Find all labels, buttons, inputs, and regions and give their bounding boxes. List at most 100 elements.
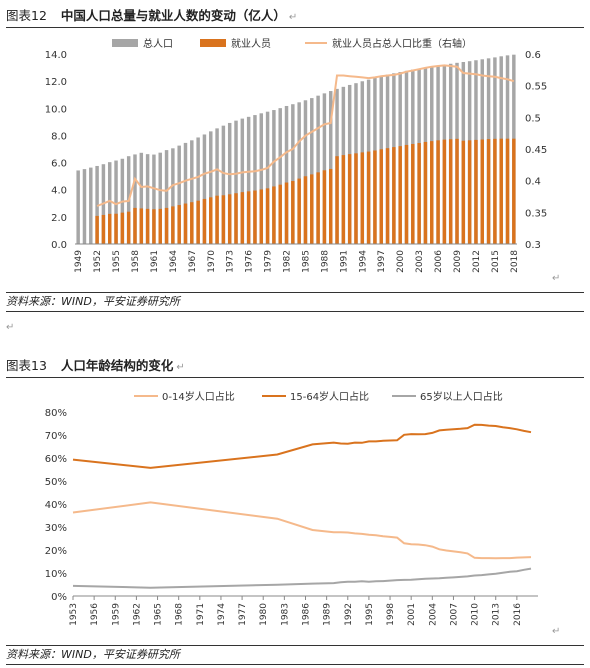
legend-label: 总人口 [143,37,173,50]
bar-employed [347,154,352,244]
bar-total-population [196,137,200,244]
y-tick-label: 60% [45,454,67,465]
y-right-tick-label: 0.55 [525,82,547,93]
bar-employed [202,198,207,244]
bar-employed [486,139,491,244]
bar-employed [253,190,257,244]
bar-employed [171,206,175,244]
x-tick-label: 2018 [510,250,520,273]
return-mark: ↵ [288,12,298,23]
x-tick-label: 1967 [188,250,198,273]
x-tick-label: 1962 [132,603,142,626]
bar-total-population [227,122,232,244]
bar-employed [291,181,295,244]
bar-employed [297,178,301,244]
bar-employed [442,139,447,244]
legend-swatch [112,39,138,47]
bar-total-population [133,154,137,244]
bar-employed [120,212,125,244]
bar-total-population [139,152,144,244]
x-tick-label: 1968 [175,603,185,626]
x-tick-label: 1992 [344,603,354,626]
chart2-source: 资料来源：WIND，平安证券研究所 [6,645,584,665]
bar-employed [379,149,383,244]
bar-employed [95,215,99,244]
chart2-canvas: 0% 10% 20% 30% 40% 50% 60% 70% 80% 1953 1956 1959 19… [45,390,538,626]
bar-employed [278,184,282,244]
bar-employed [448,139,453,244]
x-tick-label: 2006 [434,250,444,273]
bar-employed [164,207,169,244]
y-left-tick-label: 10.0 [45,104,67,115]
bar-employed [265,188,270,244]
bar-total-population [171,148,175,244]
x-tick-label: 1958 [131,250,141,273]
bar-total-population [164,150,169,244]
bar-total-population [246,116,251,244]
x-tick-label: 1961 [150,250,160,273]
bar-employed [461,140,466,244]
x-tick-label: 1971 [196,603,206,626]
chart1-source-text: 资料来源：WIND，平安证券研究所 [6,295,180,308]
y-tick-label: 0% [51,592,67,603]
x-tick-label: 1974 [217,603,227,626]
bar-employed [493,138,497,244]
y-left-tick-label: 14.0 [45,50,67,61]
bar-employed [303,176,308,244]
x-tick-label: 1998 [386,603,396,626]
bar-employed [322,170,327,244]
bar-employed [133,207,137,244]
bar-total-population [253,115,257,244]
y-right-tick-label: 0.45 [525,145,547,156]
bar-total-population [328,91,333,244]
bar-employed [234,193,238,244]
bar-employed [114,213,118,244]
x-tick-label: 1973 [226,250,236,273]
x-tick-label: 1955 [112,250,122,273]
bar-total-population [145,154,150,244]
bar-total-population [158,152,162,244]
bar-total-population [177,145,181,244]
bar-total-population [190,140,194,244]
bar-total-population [291,104,295,244]
x-tick-label: 1970 [207,250,217,273]
bar-employed [404,144,409,244]
bar-employed [101,214,106,244]
x-tick-label: 1989 [323,603,333,626]
y-left-tick-label: 4.0 [51,186,67,197]
x-tick-label: 1994 [358,250,368,273]
y-left-tick-label: 2.0 [51,213,67,224]
series-line [72,501,532,560]
bar-employed [417,143,421,244]
legend-label: 就业人员占总人口比重（右轴） [332,37,472,50]
bar-employed [398,146,402,244]
bar-total-population [303,100,308,245]
x-tick-label: 2016 [513,603,523,626]
bar-total-population [265,111,270,244]
bar-total-population [76,170,80,244]
legend-swatch [200,39,226,47]
x-tick-label: 1983 [280,603,290,626]
x-tick-label: 1988 [320,250,330,273]
y-tick-label: 80% [45,408,67,419]
bar-employed [227,194,232,244]
bar-employed [196,200,200,244]
bar-employed [272,186,276,244]
y-left-tick-label: 0.0 [51,240,67,251]
bar-employed [209,197,213,244]
x-tick-label: 1977 [238,603,248,626]
bar-employed [177,205,181,244]
x-tick-label: 1980 [259,603,269,626]
bar-total-population [152,154,156,244]
bar-employed [158,208,162,244]
chart2-figure-label: 图表13 [6,358,47,373]
bar-total-population [234,120,238,244]
series-line [72,423,532,469]
line-employment-ratio [96,64,515,207]
x-tick-label: 1976 [245,250,255,273]
bar-employed [360,152,365,244]
bar-total-population [221,125,226,244]
bar-employed [467,140,472,244]
bar-total-population [215,128,219,244]
bar-employed [152,209,156,244]
